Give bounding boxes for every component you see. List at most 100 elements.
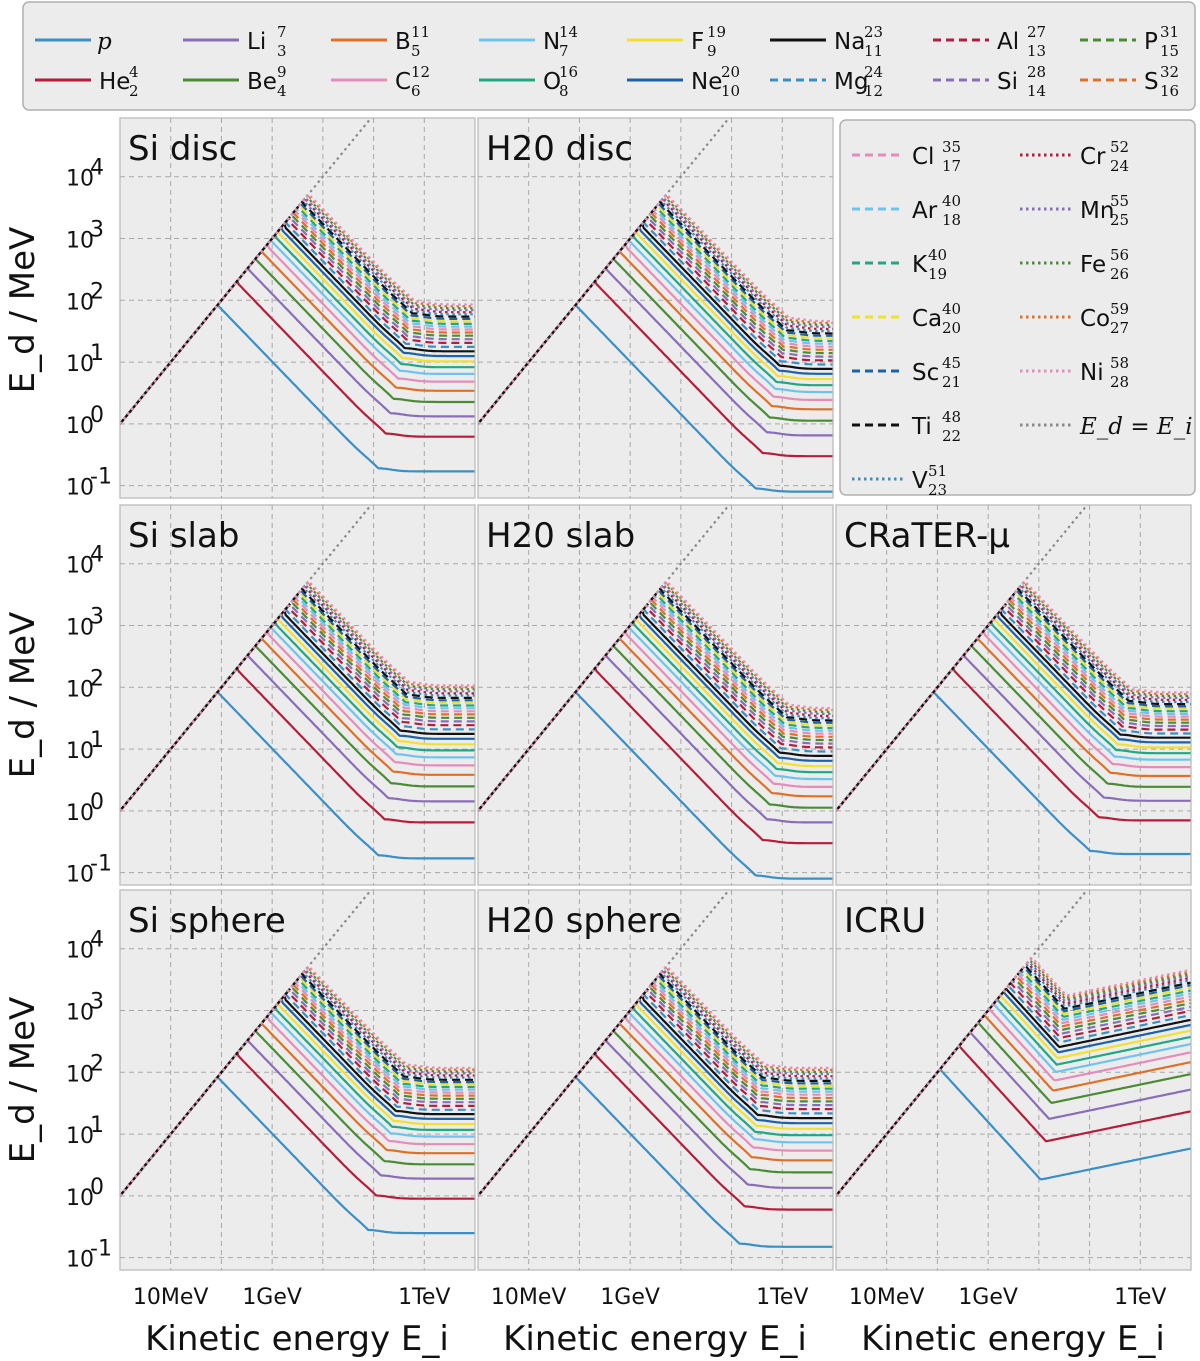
series-cr <box>120 195 475 425</box>
side-legend-mass: 55 <box>1110 192 1129 210</box>
panel-title: CRaTER-μ <box>844 516 1010 556</box>
panel-h20-slab: H20 slab <box>477 504 834 886</box>
side-legend-charge: 17 <box>942 157 961 175</box>
series-co <box>836 578 1191 812</box>
legend-charge-n: 7 <box>559 42 569 60</box>
panel-curves <box>120 118 475 473</box>
legend-charge-mg: 12 <box>864 82 883 100</box>
panel-h20-disc: H20 disc <box>477 117 834 499</box>
side-legend-charge: 24 <box>1110 157 1129 175</box>
legend-charge-f: 9 <box>707 42 717 60</box>
legend-charge-al: 13 <box>1027 42 1046 60</box>
legend-charge-be: 4 <box>277 82 287 100</box>
y-tick-label: 10 <box>66 1000 94 1025</box>
side-legend-label: Ar <box>912 198 938 224</box>
panel-title: H20 slab <box>486 516 635 556</box>
y-tick-exponent: 1 <box>90 728 104 753</box>
panel-title: ICRU <box>844 901 926 941</box>
legend-charge-b: 5 <box>411 42 421 60</box>
series-v <box>478 197 833 425</box>
legend-mass-al: 27 <box>1027 23 1046 41</box>
series-ni <box>478 964 833 1197</box>
series-v <box>120 969 475 1197</box>
legend-charge-ne: 10 <box>721 82 740 100</box>
y-tick-label: 10 <box>66 739 94 764</box>
side-legend-charge: 18 <box>942 211 961 229</box>
legend-charge-si: 14 <box>1027 82 1046 100</box>
legend-label-na: Na <box>834 29 865 55</box>
panel-frame <box>119 504 476 886</box>
legend-mass-s: 32 <box>1160 63 1179 81</box>
x-tick-label: 1GeV <box>958 1285 1018 1310</box>
side-legend-label: Fe <box>1080 252 1106 278</box>
x-tick-label: 1TeV <box>1114 1285 1166 1310</box>
side-legend-label: E_d = E_i <box>1079 414 1193 440</box>
side-legend-mass: 58 <box>1110 354 1129 372</box>
side-legend-label: Co <box>1080 306 1110 332</box>
panel-curves <box>478 890 833 1248</box>
series-ni <box>120 579 475 812</box>
legend-charge-na: 11 <box>864 42 883 60</box>
legend-charge-s: 16 <box>1160 82 1179 100</box>
side-legend-label: Sc <box>912 360 939 386</box>
legend-mass-si: 28 <box>1027 63 1046 81</box>
y-tick-label: 10 <box>66 476 94 501</box>
series-fe <box>120 965 475 1197</box>
side-legend-charge: 23 <box>928 481 947 499</box>
legend-label-si: Si <box>997 69 1018 95</box>
side-legend-charge: 19 <box>928 265 947 283</box>
side-legend-frame <box>839 119 1196 496</box>
series-ni <box>478 192 833 425</box>
series-ni <box>478 579 833 812</box>
series-ti <box>836 964 1191 1197</box>
y-tick-label: 10 <box>66 290 94 315</box>
series-mn <box>120 582 475 812</box>
series-cr <box>478 195 833 425</box>
y-tick-exponent: 3 <box>90 217 104 242</box>
panel-frame <box>477 889 834 1271</box>
side-legend-charge: 25 <box>1110 211 1129 229</box>
panel-title: Si slab <box>128 516 239 556</box>
side-legend-charge: 20 <box>942 319 961 337</box>
series-ti <box>478 199 833 425</box>
side-legend-mass: 56 <box>1110 246 1129 264</box>
panel-frame <box>119 117 476 499</box>
side-legend-mass: 52 <box>1110 138 1129 156</box>
side-legend-charge: 21 <box>942 373 961 391</box>
legend-mass-ne: 20 <box>721 63 740 81</box>
y-tick-exponent: 4 <box>90 928 104 953</box>
series-co <box>120 191 475 425</box>
side-legend-label: Cl <box>912 144 934 170</box>
series-v <box>478 969 833 1197</box>
series-ti <box>478 971 833 1197</box>
panel-crater-: CRaTER-μ <box>835 504 1192 886</box>
series-ni <box>120 964 475 1197</box>
series-cr <box>836 582 1191 812</box>
x-axis-label: Kinetic energy E_i <box>503 1319 807 1359</box>
x-axis-label: Kinetic energy E_i <box>861 1319 1165 1359</box>
y-tick-exponent: 1 <box>90 341 104 366</box>
y-tick-label: 10 <box>66 228 94 253</box>
side-legend-mass: 35 <box>942 138 961 156</box>
y-tick-exponent: 2 <box>90 279 104 304</box>
y-tick-exponent: 0 <box>90 1175 104 1200</box>
side-legend-mass: 40 <box>942 192 961 210</box>
side-legend-label: Ni <box>1080 360 1104 386</box>
side-legend-mass: 59 <box>1110 300 1129 318</box>
panel-curves <box>836 890 1191 1197</box>
side-legend-mass: 45 <box>942 354 961 372</box>
legend-charge-c: 6 <box>411 82 421 100</box>
y-tick-label: 10 <box>66 414 94 439</box>
series-ti <box>120 586 475 812</box>
panel-curves <box>478 118 833 493</box>
legend-mass-mg: 24 <box>864 63 883 81</box>
legend-label-mg: Mg <box>834 69 868 95</box>
side-legend-label: K <box>912 252 928 278</box>
panel-curves <box>120 505 475 860</box>
side-legend-charge: 22 <box>942 427 961 445</box>
legend-label-p: P <box>1144 29 1158 55</box>
panel-title: H20 disc <box>486 129 633 169</box>
